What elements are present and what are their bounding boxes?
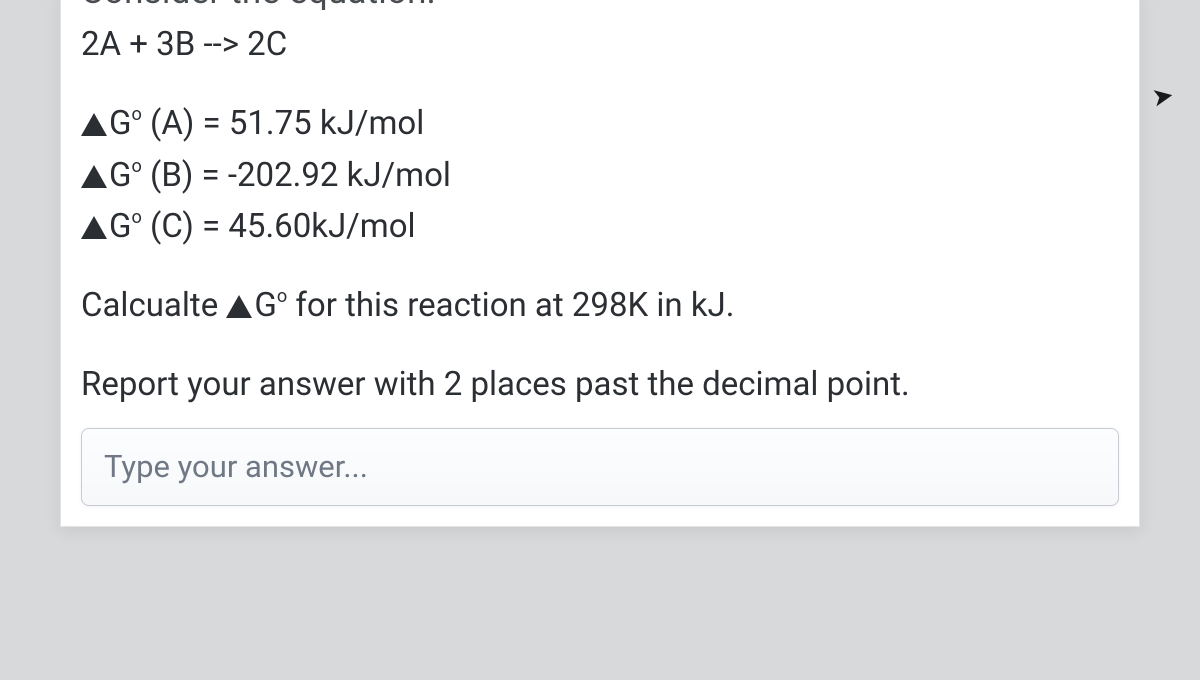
gibbs-a-value: (A) = 51.75 kJ/mol: [150, 104, 424, 143]
delta-g-symbol: Go: [81, 156, 142, 195]
gibbs-a: Go (A) = 51.75 kJ/mol: [81, 98, 1119, 149]
cursor-icon: ➤: [1150, 80, 1177, 113]
delta-icon: [81, 216, 107, 239]
equation-line: 2A + 3B --> 2C: [81, 19, 1119, 70]
gibbs-c: Go (C) = 45.60kJ/mol: [81, 201, 1119, 252]
question-sheet: Consider the equation: 2A + 3B --> 2C Go…: [60, 0, 1140, 527]
prompt-prefix: Calcualte: [81, 286, 226, 325]
delta-icon: [226, 295, 252, 318]
heading-partial: Consider the equation:: [81, 0, 1119, 19]
report-instructions: Report your answer with 2 places past th…: [81, 359, 1119, 410]
calculate-prompt: Calcualte Go for this reaction at 298K i…: [81, 280, 1119, 331]
gibbs-b-value: (B) = -202.92 kJ/mol: [150, 156, 451, 195]
delta-g-symbol: Go: [81, 207, 142, 246]
delta-g-symbol: Go: [226, 286, 287, 325]
delta-g-symbol: Go: [81, 104, 142, 143]
delta-icon: [81, 113, 107, 136]
answer-placeholder: Type your answer...: [104, 448, 368, 485]
delta-icon: [81, 165, 107, 188]
gibbs-c-value: (C) = 45.60kJ/mol: [150, 207, 416, 246]
prompt-suffix: for this reaction at 298K in kJ.: [287, 286, 734, 325]
gibbs-b: Go (B) = -202.92 kJ/mol: [81, 150, 1119, 201]
answer-input[interactable]: Type your answer...: [81, 428, 1119, 506]
